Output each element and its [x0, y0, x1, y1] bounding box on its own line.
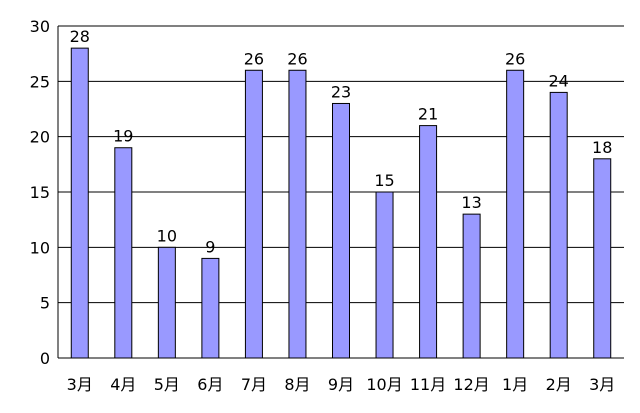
x-tick-label: 2月: [546, 375, 572, 394]
y-tick-label: 0: [40, 349, 50, 368]
bar: [157, 246, 176, 359]
y-axis-ticks: 0 5 10 15 20 25 30: [30, 17, 50, 368]
x-axis-ticks: 3月 4月 5月 6月 7月 8月 9月 10月 11月 12月 1月 2月 3月: [67, 375, 616, 394]
x-tick-label: 11月: [410, 375, 446, 394]
data-label: 10: [157, 226, 177, 245]
bar: [375, 191, 394, 359]
x-tick-label: 5月: [154, 375, 180, 394]
x-tick-label: 12月: [453, 375, 489, 394]
bar: [114, 147, 133, 359]
data-label: 15: [374, 171, 394, 190]
x-tick-label: 3月: [589, 375, 615, 394]
bar: [506, 69, 525, 359]
bar: [201, 257, 220, 359]
y-tick-label: 5: [40, 294, 50, 313]
bar: [288, 69, 307, 359]
x-tick-label: 4月: [110, 375, 136, 394]
data-label: 18: [592, 138, 612, 157]
y-tick-label: 25: [30, 72, 50, 91]
x-tick-label: 9月: [328, 375, 354, 394]
data-label: 19: [113, 127, 133, 146]
data-label: 24: [549, 71, 569, 90]
data-label: 9: [205, 237, 215, 256]
data-label: 26: [244, 49, 264, 68]
bar: [244, 69, 263, 359]
data-labels: 28 19 10 9 26 26 23 15 21 13 26 24 18: [70, 27, 613, 256]
bar: [419, 125, 438, 359]
data-label: 21: [418, 105, 438, 124]
bar: [593, 158, 612, 359]
y-tick-label: 30: [30, 17, 50, 36]
bar: [70, 47, 89, 359]
data-label: 26: [505, 49, 525, 68]
x-tick-label: 1月: [502, 375, 528, 394]
bar: [332, 102, 350, 359]
x-tick-label: 8月: [284, 375, 310, 394]
x-tick-label: 6月: [197, 375, 223, 394]
data-label: 23: [331, 82, 351, 101]
bar: [549, 91, 568, 359]
bar: [462, 213, 481, 359]
data-label: 26: [287, 49, 307, 68]
data-label: 13: [461, 193, 481, 212]
y-tick-label: 15: [30, 183, 50, 202]
x-tick-label: 10月: [366, 375, 402, 394]
x-tick-label: 7月: [241, 375, 267, 394]
data-label: 28: [70, 27, 90, 46]
y-tick-label: 20: [30, 128, 50, 147]
y-tick-label: 10: [30, 238, 50, 257]
x-tick-label: 3月: [67, 375, 93, 394]
